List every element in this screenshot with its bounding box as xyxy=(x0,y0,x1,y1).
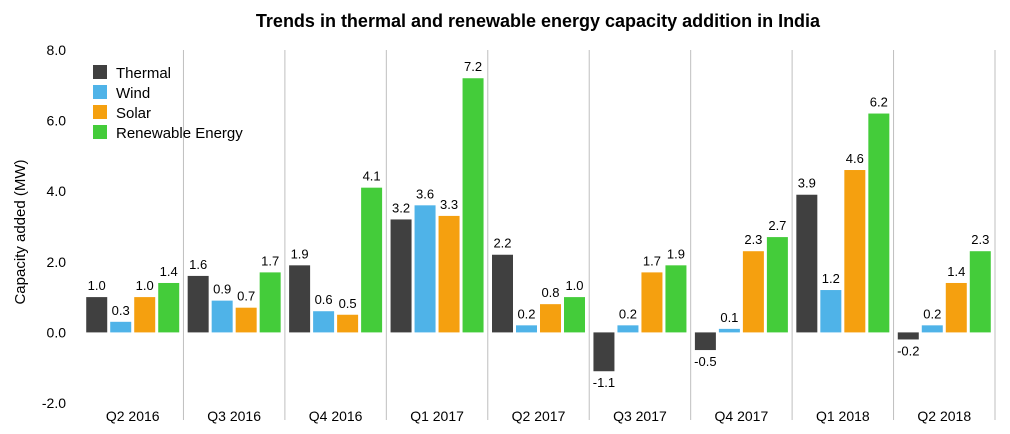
data-label: 1.0 xyxy=(565,278,583,293)
data-label: 0.9 xyxy=(213,282,231,297)
data-label: 1.4 xyxy=(160,264,178,279)
bar-wind xyxy=(313,311,335,333)
data-label: 1.9 xyxy=(291,246,309,261)
data-label: 0.2 xyxy=(923,306,941,321)
data-label: 1.6 xyxy=(189,257,207,272)
bar-renewable-energy xyxy=(564,297,585,333)
bar-thermal xyxy=(390,219,412,333)
data-label: 1.0 xyxy=(88,278,106,293)
bar-solar xyxy=(540,304,561,333)
data-label: 4.1 xyxy=(363,169,381,184)
y-tick-label: -2.0 xyxy=(42,395,66,411)
data-label: 3.9 xyxy=(798,176,816,191)
bar-thermal xyxy=(593,332,615,372)
x-tick-label: Q2 2017 xyxy=(512,408,566,424)
data-label: 2.7 xyxy=(768,218,786,233)
bar-wind xyxy=(211,300,233,333)
legend-swatch xyxy=(93,65,107,79)
y-axis-label: Capacity added (MW) xyxy=(12,159,29,304)
data-label: 0.8 xyxy=(541,285,559,300)
bar-wind xyxy=(414,205,436,333)
x-tick-label: Q3 2017 xyxy=(613,408,667,424)
data-label: 2.2 xyxy=(493,236,511,251)
data-label: 0.3 xyxy=(112,303,130,318)
data-label: 0.7 xyxy=(237,289,255,304)
bar-renewable-energy xyxy=(665,265,687,333)
legend-label: Thermal xyxy=(116,65,171,82)
bar-wind xyxy=(820,290,842,333)
bar-solar xyxy=(438,215,460,333)
data-label: -0.5 xyxy=(694,354,716,369)
data-label: 1.2 xyxy=(822,271,840,286)
x-tick-label: Q1 2017 xyxy=(410,408,464,424)
y-tick-label: 2.0 xyxy=(47,254,67,270)
bar-renewable-energy xyxy=(766,237,788,333)
x-tick-label: Q4 2017 xyxy=(715,408,769,424)
bar-renewable-energy xyxy=(462,78,484,333)
bar-solar xyxy=(641,272,663,333)
bar-renewable-energy xyxy=(158,282,180,333)
data-label: 1.0 xyxy=(136,278,154,293)
bar-solar xyxy=(337,314,359,333)
data-label: -1.1 xyxy=(593,375,615,390)
x-tick-label: Q2 2018 xyxy=(917,408,971,424)
chart-title: Trends in thermal and renewable energy c… xyxy=(256,11,821,31)
bar-wind xyxy=(110,321,132,333)
data-label: 2.3 xyxy=(971,232,989,247)
bar-wind xyxy=(617,325,639,333)
x-tick-label: Q4 2016 xyxy=(309,408,363,424)
data-label: 1.4 xyxy=(947,264,965,279)
legend-swatch xyxy=(93,85,107,99)
data-label: 2.3 xyxy=(744,232,762,247)
y-tick-label: 4.0 xyxy=(47,183,67,199)
legend-label: Solar xyxy=(116,105,151,122)
bar-thermal xyxy=(86,297,108,333)
bar-solar xyxy=(844,170,866,333)
data-label: 0.2 xyxy=(517,306,535,321)
x-tick-label: Q2 2016 xyxy=(106,408,160,424)
data-label: 6.2 xyxy=(870,95,888,110)
data-label: 1.7 xyxy=(643,253,661,268)
bar-renewable-energy xyxy=(969,251,991,333)
y-tick-label: 0.0 xyxy=(47,324,67,340)
x-tick-label: Q1 2018 xyxy=(816,408,870,424)
bar-wind xyxy=(516,325,537,333)
bar-thermal xyxy=(694,332,716,351)
y-tick-label: 8.0 xyxy=(47,42,67,58)
bar-thermal xyxy=(187,275,209,333)
bar-solar xyxy=(134,297,156,333)
bar-thermal xyxy=(289,265,311,333)
data-label: 0.2 xyxy=(619,306,637,321)
bar-solar xyxy=(742,251,764,333)
data-label: 3.6 xyxy=(416,186,434,201)
bar-wind xyxy=(718,328,740,333)
data-label: 1.9 xyxy=(667,246,685,261)
data-label: 1.7 xyxy=(261,253,279,268)
bar-renewable-energy xyxy=(361,187,383,333)
data-label: 4.6 xyxy=(846,151,864,166)
bar-wind xyxy=(921,325,943,333)
bar-solar xyxy=(235,307,257,333)
data-label: 3.3 xyxy=(440,197,458,212)
x-tick-label: Q3 2016 xyxy=(207,408,261,424)
legend-swatch xyxy=(93,105,107,119)
bar-solar xyxy=(945,282,967,333)
data-label: 0.1 xyxy=(720,310,738,325)
data-label: 0.5 xyxy=(339,296,357,311)
legend-swatch xyxy=(93,125,107,139)
bar-thermal xyxy=(897,332,919,340)
bar-thermal xyxy=(796,194,818,333)
data-label: 7.2 xyxy=(464,59,482,74)
data-label: 0.6 xyxy=(315,292,333,307)
y-tick-label: 6.0 xyxy=(47,113,67,129)
data-label: -0.2 xyxy=(897,343,919,358)
bar-renewable-energy xyxy=(259,272,281,333)
legend-label: Renewable Energy xyxy=(116,125,243,142)
bar-thermal xyxy=(492,254,513,333)
legend-label: Wind xyxy=(116,85,150,102)
bar-renewable-energy xyxy=(868,113,890,333)
data-label: 3.2 xyxy=(392,200,410,215)
